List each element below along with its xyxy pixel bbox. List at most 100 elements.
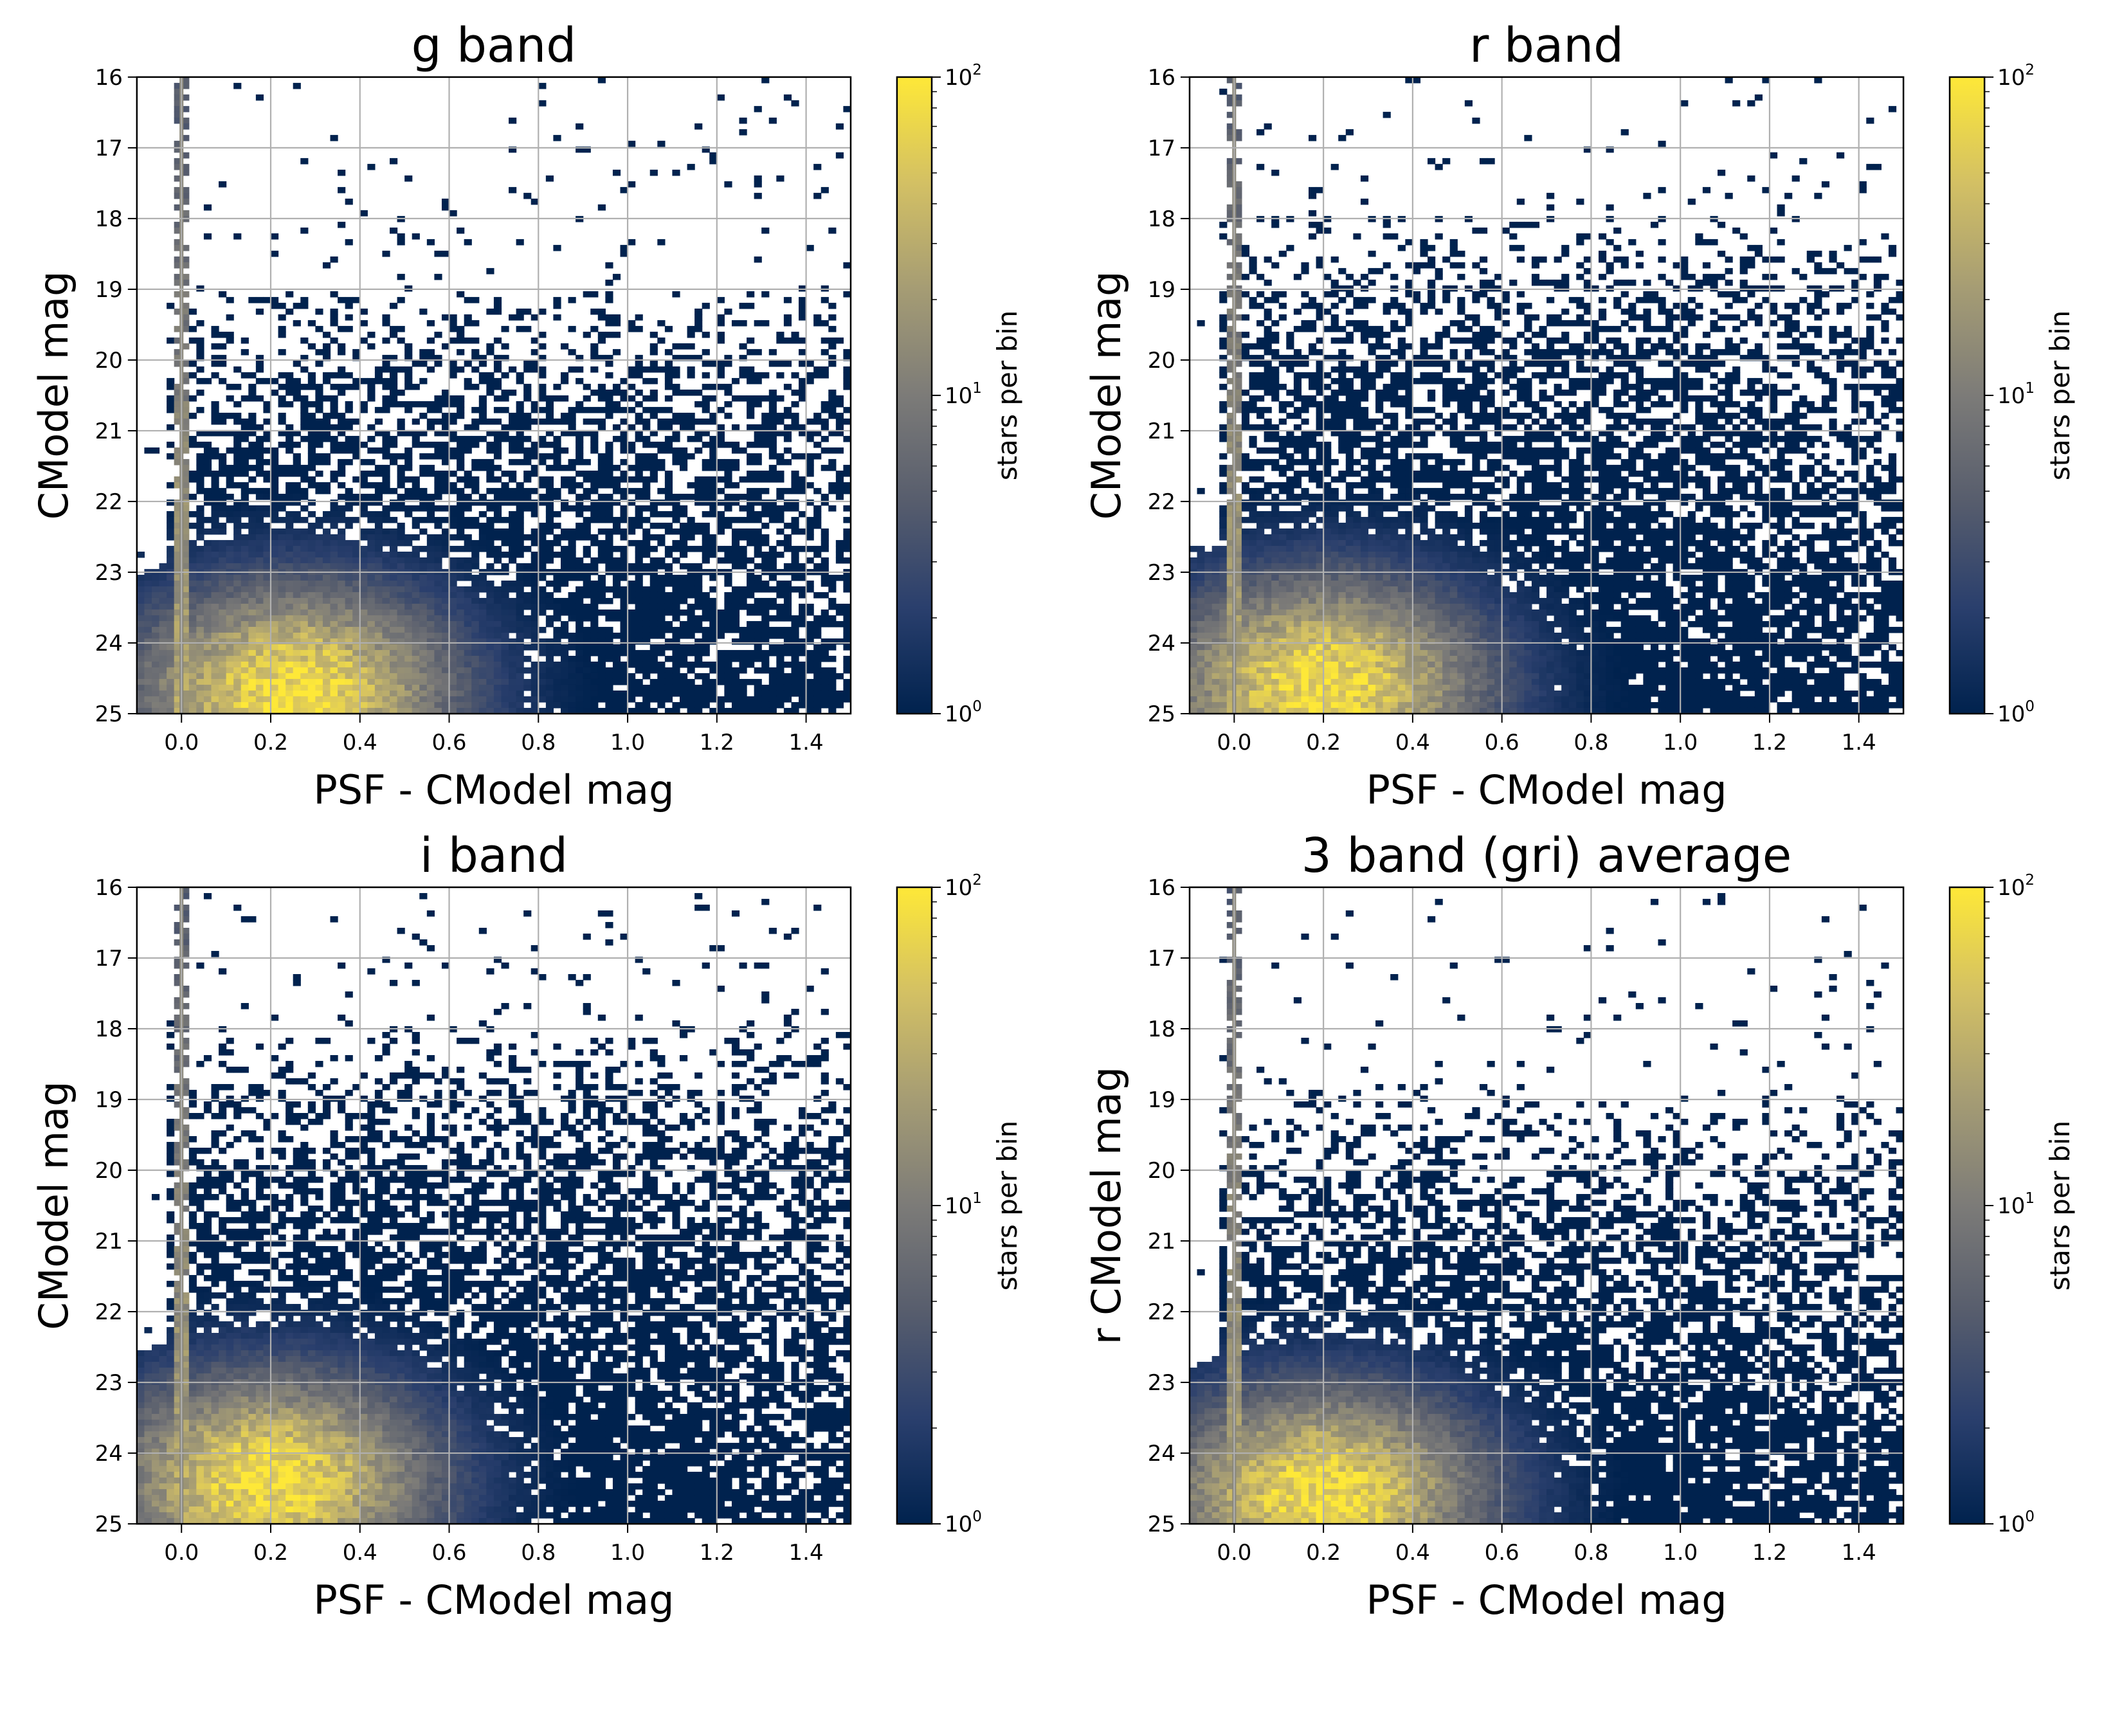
axes-frame	[1188, 76, 1905, 715]
colorbar	[1948, 886, 1986, 1525]
y-tick-label: 21	[95, 1229, 123, 1254]
y-tick-label: 18	[1148, 1017, 1175, 1042]
x-tick-label: 0.4	[1395, 1540, 1430, 1566]
density-map	[1189, 77, 1904, 714]
density-map	[136, 887, 851, 1524]
x-axis-label: PSF - CModel mag	[1366, 1577, 1727, 1623]
colorbar-tick-label: 102	[945, 62, 982, 91]
x-tick-label: 0.4	[343, 1540, 377, 1566]
colorbar	[1948, 76, 1986, 715]
colorbar-tick-label: 102	[1997, 62, 2035, 91]
x-tick-label: 0.2	[1306, 1540, 1341, 1566]
x-tick-label: 1.2	[700, 730, 734, 755]
colorbar-tick-exponent: 2	[972, 872, 982, 889]
y-tick-label: 23	[1148, 560, 1175, 586]
panel-2: 0.0 0.2 0.4 0.6 0.8 1.0 1.2 1.41617181920212223…	[1083, 18, 2076, 813]
panel-title: i band	[420, 828, 568, 883]
y-tick-label: 19	[1148, 1087, 1175, 1113]
colorbar-tick-exponent: 1	[972, 380, 982, 397]
y-tick-label: 16	[95, 875, 123, 901]
y-tick-label: 19	[95, 1087, 123, 1113]
colorbar-tick-label: 102	[945, 872, 982, 901]
x-tick-label: 1.2	[700, 1540, 734, 1566]
y-tick-label: 18	[1148, 206, 1175, 232]
y-tick-label: 20	[1148, 348, 1175, 374]
y-tick-label: 21	[1148, 1229, 1175, 1254]
x-tick-label: 0.8	[521, 1540, 556, 1566]
y-tick-label: 23	[95, 560, 123, 586]
colorbar-tick-exponent: 0	[2025, 1508, 2035, 1525]
y-tick-label: 24	[95, 1441, 123, 1467]
x-tick-label: 0.6	[431, 730, 466, 755]
x-tick-label: 1.4	[789, 1540, 824, 1566]
y-axis-label: CModel mag	[30, 1081, 77, 1330]
x-axis-label: PSF - CModel mag	[313, 1577, 674, 1623]
y-axis-label: r CModel mag	[1083, 1067, 1130, 1344]
axes-frame	[136, 76, 852, 715]
x-tick-label: 0.2	[1306, 730, 1341, 755]
x-tick-label: 0.8	[1573, 730, 1608, 755]
x-tick-label: 1.4	[789, 730, 824, 755]
x-tick-label: 0.2	[253, 1540, 288, 1566]
colorbar-label: stars per bin	[992, 311, 1023, 481]
colorbar-tick-label: 100	[945, 1508, 982, 1537]
colorbar-label: stars per bin	[2044, 311, 2076, 481]
colorbar-tick-exponent: 1	[2025, 1190, 2035, 1207]
colorbar-tick-exponent: 2	[972, 62, 982, 78]
colorbar	[896, 76, 933, 715]
colorbar-tick-exponent: 1	[2025, 380, 2035, 397]
y-tick-label: 19	[95, 277, 123, 303]
colorbar	[896, 886, 933, 1525]
x-axis-label: PSF - CModel mag	[1366, 766, 1727, 813]
y-tick-label: 24	[1148, 1441, 1175, 1467]
x-tick-label: 0.6	[1485, 1540, 1519, 1566]
panel-title: r band	[1469, 18, 1624, 73]
panel-1: 0.0 0.2 0.4 0.6 0.8 1.0 1.2 1.41617181920212223…	[30, 18, 1023, 813]
x-tick-label: 1.2	[1752, 730, 1787, 755]
colorbar-tick-exponent: 0	[972, 698, 982, 715]
y-tick-label: 21	[95, 419, 123, 444]
y-tick-label: 24	[1148, 631, 1175, 656]
y-tick-label: 17	[95, 136, 123, 161]
colorbar-tick-label: 101	[1997, 1190, 2035, 1219]
axes-frame	[136, 886, 852, 1525]
y-tick-label: 22	[1148, 1299, 1175, 1325]
y-tick-label: 16	[95, 65, 123, 91]
colorbar-label: stars per bin	[992, 1121, 1023, 1291]
y-tick-label: 16	[1148, 875, 1175, 901]
x-tick-label: 1.4	[1842, 1540, 1876, 1566]
x-tick-label: 0.4	[343, 730, 377, 755]
y-tick-label: 20	[95, 348, 123, 374]
y-tick-label: 17	[1148, 946, 1175, 972]
x-tick-label: 1.0	[1663, 730, 1698, 755]
x-tick-label: 0.6	[431, 1540, 466, 1566]
y-axis-label: CModel mag	[1083, 271, 1130, 520]
y-tick-label: 17	[95, 946, 123, 972]
y-tick-label: 18	[95, 206, 123, 232]
y-tick-label: 22	[1148, 489, 1175, 515]
panel-4: 0.0 0.2 0.4 0.6 0.8 1.0 1.2 1.41617181920212223…	[1083, 828, 2076, 1623]
y-tick-label: 16	[1148, 65, 1175, 91]
colorbar-tick-exponent: 0	[2025, 698, 2035, 715]
x-tick-label: 0.4	[1395, 730, 1430, 755]
colorbar-tick-label: 101	[945, 380, 982, 409]
y-tick-label: 20	[1148, 1158, 1175, 1184]
y-tick-label: 17	[1148, 136, 1175, 161]
colorbar-tick-label: 100	[945, 698, 982, 727]
x-tick-label: 0.0	[164, 1540, 199, 1566]
y-tick-label: 22	[95, 1299, 123, 1325]
y-tick-label: 24	[95, 631, 123, 656]
y-tick-label: 25	[95, 701, 123, 727]
y-tick-label: 25	[1148, 701, 1175, 727]
y-tick-label: 20	[95, 1158, 123, 1184]
x-axis-label: PSF - CModel mag	[313, 766, 674, 813]
x-tick-label: 0.0	[1217, 1540, 1251, 1566]
colorbar-tick-label: 101	[1997, 380, 2035, 409]
panel-title: 3 band (gri) average	[1301, 828, 1791, 883]
colorbar-tick-label: 101	[945, 1190, 982, 1219]
panel-3: 0.0 0.2 0.4 0.6 0.8 1.0 1.2 1.41617181920212223…	[30, 828, 1023, 1623]
y-tick-label: 21	[1148, 419, 1175, 444]
colorbar-tick-label: 100	[1997, 1508, 2035, 1537]
y-tick-label: 18	[95, 1017, 123, 1042]
x-tick-label: 1.0	[610, 1540, 645, 1566]
